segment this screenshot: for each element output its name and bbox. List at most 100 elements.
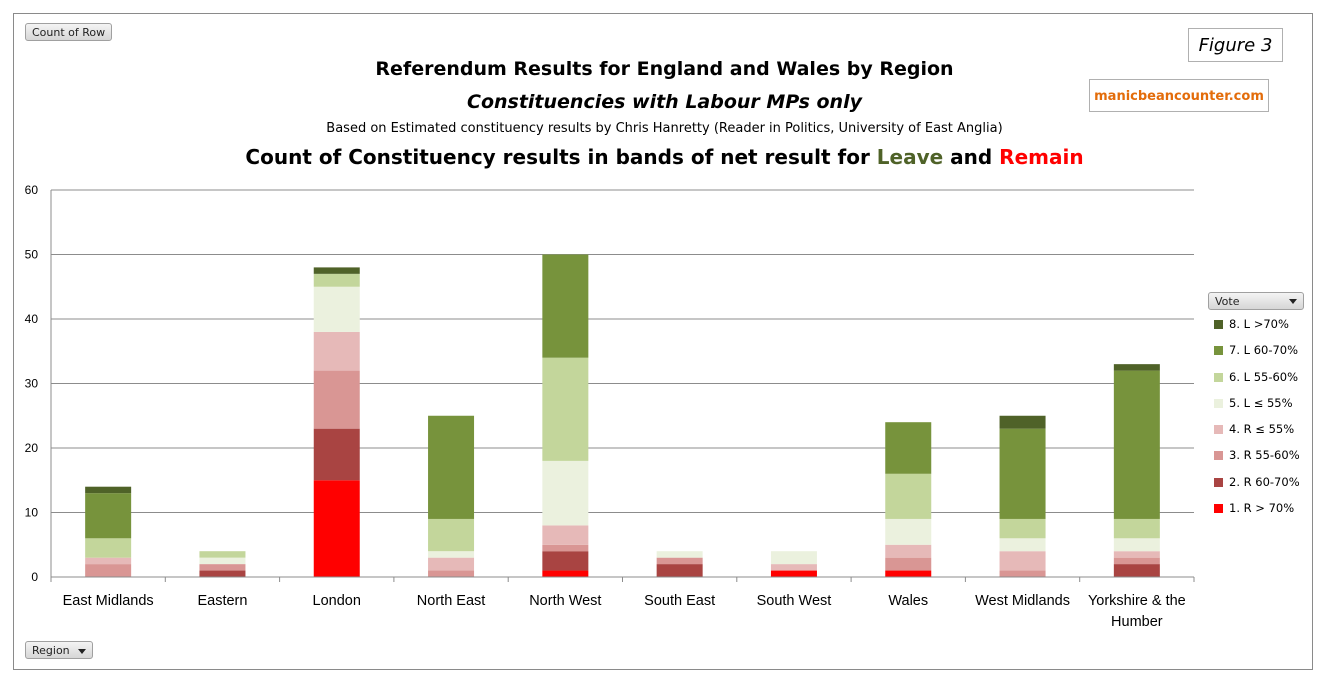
bar-segment [770, 570, 817, 577]
bar-segment [1113, 518, 1160, 539]
x-tick-label: South West [757, 593, 832, 609]
x-tick-label: Humber [1111, 614, 1163, 630]
legend-label: 6. L 55-60% [1229, 369, 1299, 384]
legend-swatch [1214, 346, 1223, 356]
chart-source-note: Based on Estimated constituency results … [326, 121, 1003, 136]
x-axis: East Midlands Eastern London North East Nort… [50, 576, 1195, 630]
y-tick-label: 60 [25, 183, 39, 197]
bar-segment [428, 570, 475, 577]
bar-segment [999, 551, 1046, 571]
legend-label: 4. R ≤ 55% [1229, 422, 1295, 437]
bar-segment [999, 538, 1046, 552]
bar-segment [999, 428, 1046, 519]
bar-segment [428, 518, 475, 552]
bar-segment [428, 557, 475, 571]
bar-segment [999, 518, 1046, 539]
legend-swatch [1214, 372, 1223, 382]
region-filter-button[interactable]: Region [25, 641, 93, 659]
y-tick-label: 20 [25, 441, 39, 455]
legend-label: 7. L 60-70% [1229, 343, 1299, 358]
legend-label: 8. L >70% [1229, 317, 1289, 331]
y-axis: 0 10 20 30 40 50 60 [25, 183, 52, 584]
heading-leave-word: Leave [876, 145, 944, 169]
heading-and: and [943, 145, 1000, 169]
count-of-row-button[interactable]: Count of Row [25, 23, 113, 41]
chevron-down-icon [1289, 299, 1297, 304]
bar-segment [885, 557, 932, 571]
bars [85, 254, 1160, 577]
x-tick-label: South East [644, 593, 715, 609]
x-tick-label: North West [529, 593, 601, 609]
x-tick-label: East Midlands [63, 593, 154, 609]
bar-segment [542, 460, 589, 526]
chart-title: Referendum Results for England and Wales… [375, 58, 954, 80]
bar-segment [199, 557, 246, 565]
x-tick-label: Eastern [197, 593, 247, 609]
bar-segment [313, 480, 360, 577]
y-tick-label: 30 [25, 377, 39, 391]
bar-segment [428, 551, 475, 558]
site-label: manicbeancounter.com [1089, 79, 1269, 112]
bar-segment [199, 564, 246, 571]
chart-heading: Count of Constituency results in bands o… [0, 145, 1329, 169]
bar-segment [313, 428, 360, 481]
bar-segment [85, 564, 132, 577]
legend-swatch [1214, 477, 1223, 487]
legend-swatch [1214, 398, 1223, 408]
y-tick-label: 40 [25, 312, 39, 326]
bar-segment [1113, 370, 1160, 519]
bar-segment [885, 518, 932, 545]
legend-label: 5. L ≤ 55% [1229, 395, 1293, 410]
legend-swatch [1214, 451, 1223, 461]
bar-segment [656, 564, 703, 577]
x-tick-label: North East [417, 593, 486, 609]
bar-segment [542, 525, 589, 545]
bar-segment [542, 544, 589, 552]
legend-swatch [1214, 504, 1223, 514]
bar-segment [85, 557, 132, 565]
bar-segment [656, 551, 703, 558]
legend-swatch [1214, 320, 1223, 329]
legend-label: 2. R 60-70% [1229, 474, 1300, 489]
x-tick-label: Yorkshire & the [1088, 593, 1186, 609]
chart-subtitle: Constituencies with Labour MPs only [467, 91, 862, 113]
y-tick-label: 50 [25, 248, 39, 262]
bar-segment [885, 570, 932, 577]
count-of-row-label: Count of Row [32, 26, 106, 39]
x-tick-label: West Midlands [975, 593, 1070, 609]
chevron-down-icon [77, 648, 86, 654]
bar-segment [199, 570, 246, 577]
bar-segment [1113, 538, 1160, 552]
bar-segment [770, 564, 817, 571]
bar-segment [1113, 564, 1160, 577]
x-tick-label: Wales [888, 593, 928, 609]
vote-filter-button[interactable]: Vote [1208, 292, 1304, 310]
bar-segment [313, 331, 360, 371]
bar-segment [542, 357, 589, 461]
vote-filter-label: Vote [1215, 295, 1240, 308]
heading-remain-word: Remain [999, 145, 1084, 169]
bar-segment [542, 551, 589, 571]
bar-segment [542, 570, 589, 577]
y-tick-label: 10 [25, 506, 39, 520]
bar-segment [428, 415, 475, 519]
bar-segment [999, 415, 1046, 429]
region-filter-label: Region [32, 644, 70, 657]
bar-segment [542, 254, 589, 358]
bar-segment [885, 422, 932, 474]
bar-segment [1113, 557, 1160, 565]
bar-segment [1113, 551, 1160, 558]
legend-label: 3. R 55-60% [1229, 448, 1300, 463]
bar-segment [199, 551, 246, 558]
x-tick-label: London [313, 593, 361, 609]
bar-segment [85, 486, 132, 494]
bar-segment [656, 557, 703, 565]
y-tick-label: 0 [31, 570, 38, 584]
bar-segment [85, 538, 132, 558]
heading-prefix: Count of Constituency results in bands o… [245, 145, 877, 169]
bar-segment [885, 473, 932, 519]
bar-segment [313, 267, 360, 274]
bar-segment [85, 493, 132, 539]
figure-label: Figure 3 [1188, 28, 1283, 62]
